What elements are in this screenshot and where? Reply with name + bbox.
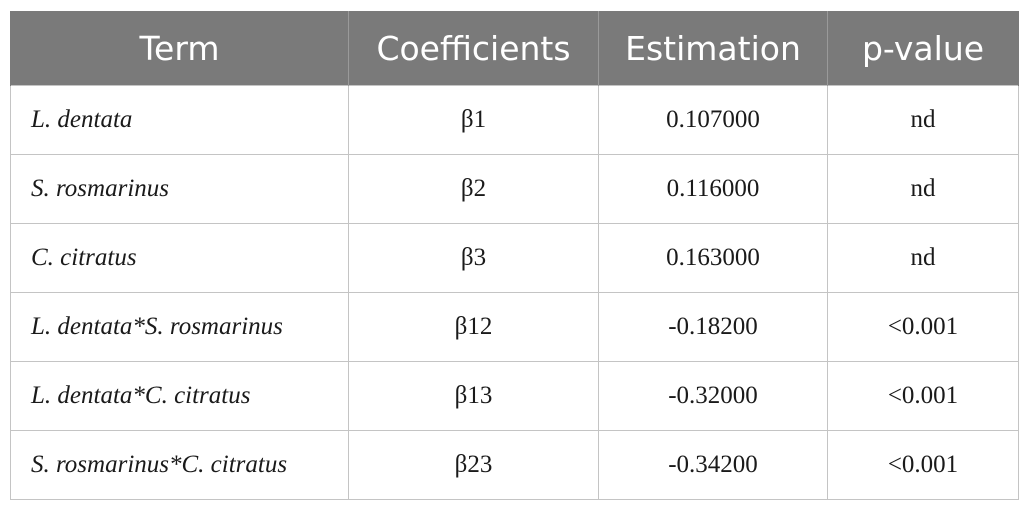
term-cell: S. rosmarinus <box>10 154 349 224</box>
header-estimation: Estimation <box>598 11 828 86</box>
p-value-cell: nd <box>827 85 1019 155</box>
p-value-cell: <0.001 <box>827 430 1019 500</box>
coefficient-cell: β13 <box>348 361 599 431</box>
table-row: L. dentata*S. rosmarinus β12 -0.18200 <0… <box>10 292 1019 362</box>
estimation-cell: -0.18200 <box>598 292 828 362</box>
p-value-cell: nd <box>827 154 1019 224</box>
table-row: L. dentata β1 0.107000 nd <box>10 85 1019 155</box>
coefficient-table-container: Term Coefficients Estimation p-value L. … <box>10 11 1019 500</box>
p-value-cell: <0.001 <box>827 292 1019 362</box>
p-value-cell: <0.001 <box>827 361 1019 431</box>
table-header: Term Coefficients Estimation p-value <box>10 11 1019 86</box>
term-cell: S. rosmarinus*C. citratus <box>10 430 349 500</box>
estimation-cell: -0.32000 <box>598 361 828 431</box>
estimation-cell: 0.163000 <box>598 223 828 293</box>
table-row: C. citratus β3 0.163000 nd <box>10 223 1019 293</box>
header-row: Term Coefficients Estimation p-value <box>10 11 1019 86</box>
table-row: L. dentata*C. citratus β13 -0.32000 <0.0… <box>10 361 1019 431</box>
coefficient-cell: β1 <box>348 85 599 155</box>
p-value-cell: nd <box>827 223 1019 293</box>
coefficient-cell: β2 <box>348 154 599 224</box>
header-term: Term <box>10 11 349 86</box>
term-cell: L. dentata*C. citratus <box>10 361 349 431</box>
estimation-cell: 0.116000 <box>598 154 828 224</box>
estimation-cell: 0.107000 <box>598 85 828 155</box>
term-cell: L. dentata <box>10 85 349 155</box>
coefficient-cell: β3 <box>348 223 599 293</box>
table-row: S. rosmarinus*C. citratus β23 -0.34200 <… <box>10 430 1019 500</box>
table-body: L. dentata β1 0.107000 nd S. rosmarinus … <box>10 85 1019 500</box>
table-row: S. rosmarinus β2 0.116000 nd <box>10 154 1019 224</box>
term-cell: L. dentata*S. rosmarinus <box>10 292 349 362</box>
estimation-cell: -0.34200 <box>598 430 828 500</box>
coefficient-cell: β23 <box>348 430 599 500</box>
coefficient-table: Term Coefficients Estimation p-value L. … <box>10 11 1019 500</box>
header-coefficients: Coefficients <box>348 11 599 86</box>
coefficient-cell: β12 <box>348 292 599 362</box>
term-cell: C. citratus <box>10 223 349 293</box>
header-p-value: p-value <box>827 11 1019 86</box>
